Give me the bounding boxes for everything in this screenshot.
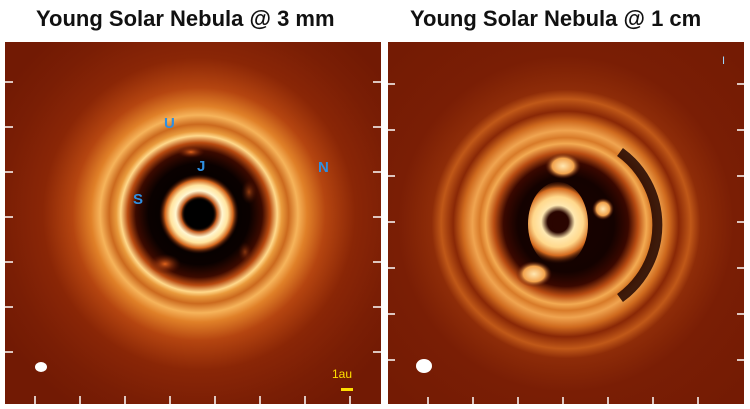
planet-label-uranus: U	[164, 115, 175, 132]
title-right: Young Solar Nebula @ 1 cm	[410, 6, 702, 31]
image-panel-3mm: U J S N 1au	[5, 42, 381, 404]
axis-ticks-right	[388, 83, 744, 404]
planet-label-neptune: N	[318, 159, 329, 176]
beam-ellipse	[35, 362, 47, 372]
nebula-3mm-image	[5, 42, 381, 404]
planet-label-saturn: S	[133, 191, 144, 208]
nebula-1cm-image	[388, 42, 744, 404]
title-left: Young Solar Nebula @ 3 mm	[36, 6, 335, 31]
scale-bar	[341, 388, 353, 391]
beam-ellipse-right	[416, 359, 432, 373]
planet-label-jupiter: J	[197, 158, 206, 175]
axis-ticks	[5, 81, 381, 404]
scale-bar-label: 1au	[332, 367, 353, 381]
corner-mark: I	[722, 55, 726, 67]
image-panel-1cm: I	[388, 42, 744, 404]
